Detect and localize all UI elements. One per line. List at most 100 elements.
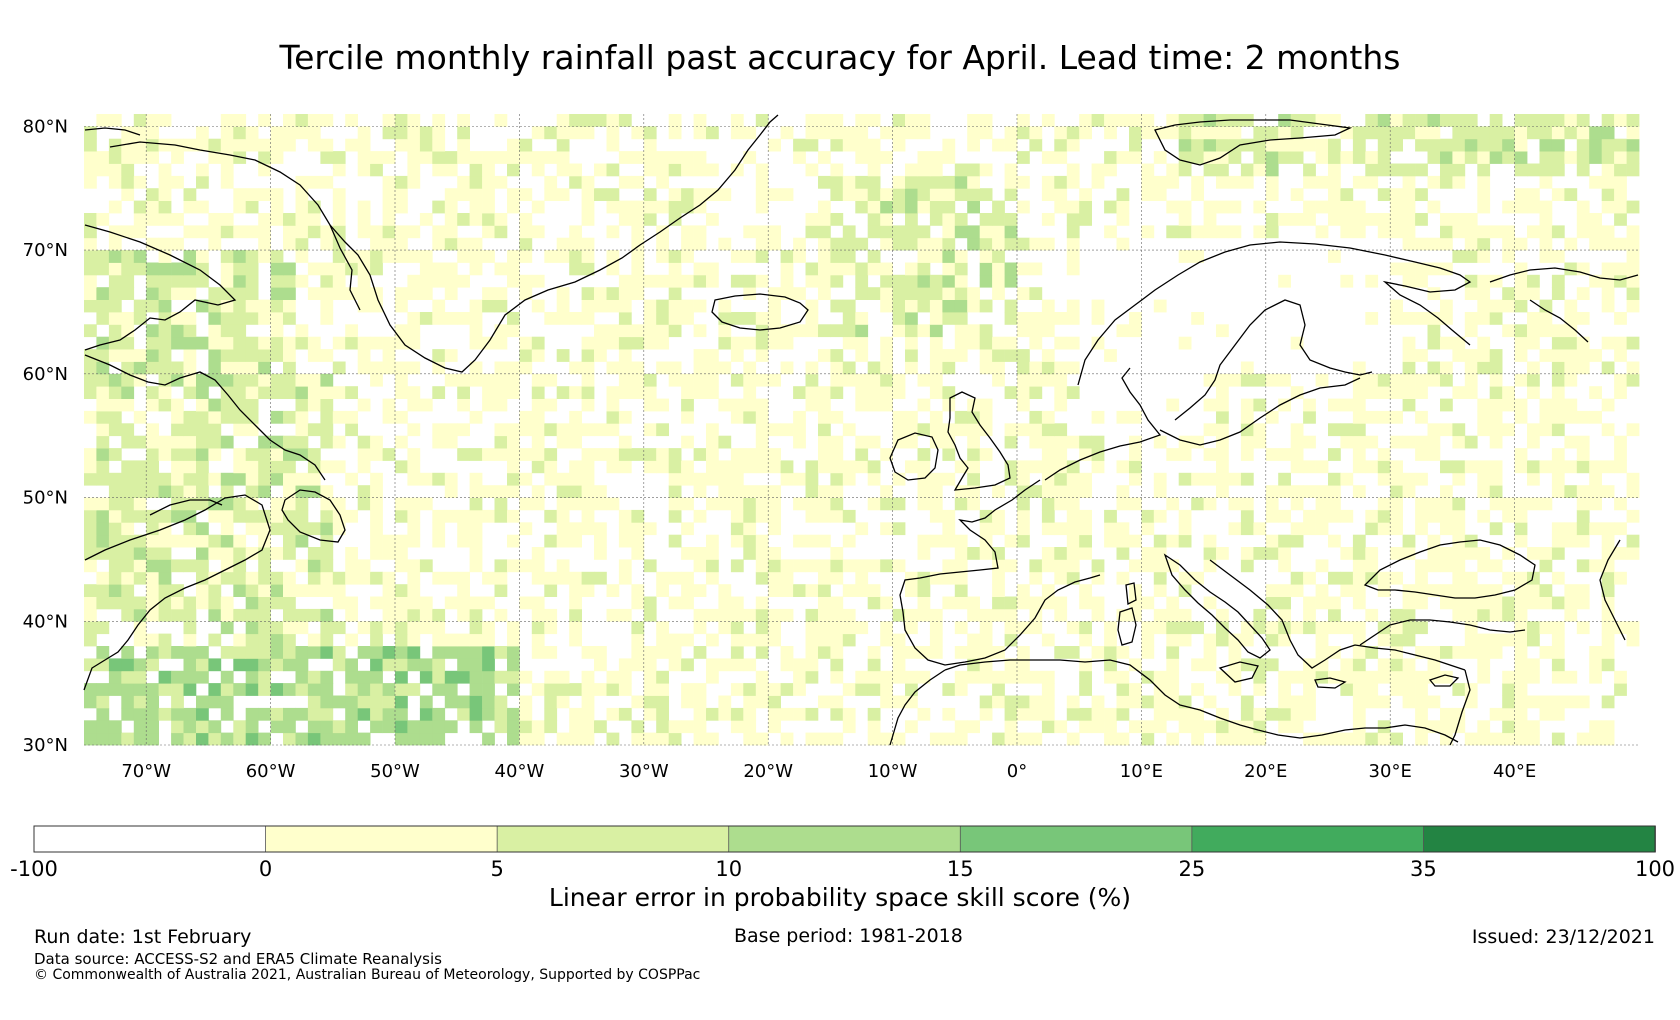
skill-cell (917, 646, 931, 659)
skill-cell (1079, 670, 1092, 684)
skill-cell (1452, 571, 1466, 585)
skill-cell (1527, 695, 1540, 709)
skill-cell (1464, 633, 1478, 647)
skill-cell (395, 621, 408, 635)
skill-cell (1029, 559, 1043, 573)
skill-cell (643, 646, 657, 659)
skill-cell (1514, 695, 1528, 709)
skill-cell (158, 646, 172, 659)
skill-cell (1576, 732, 1590, 746)
skill-cell (1191, 720, 1204, 734)
skill-cell (618, 670, 632, 684)
skill-cell (1415, 571, 1428, 585)
skill-cell (917, 571, 931, 585)
skill-cell (1004, 658, 1018, 672)
skill-cell (84, 608, 97, 622)
colorbar-segment (959, 825, 1193, 853)
skill-cell (121, 683, 135, 696)
skill-cell (892, 559, 906, 573)
skill-cell (1477, 559, 1491, 573)
skill-cell (556, 683, 570, 696)
skill-cell (1079, 707, 1092, 721)
skill-cell (1253, 608, 1267, 622)
skill-cell (133, 571, 147, 585)
skill-cell (233, 646, 247, 659)
skill-cell (1203, 596, 1217, 610)
skill-cell (457, 670, 470, 684)
skill-cell (270, 683, 284, 696)
skill-cell (283, 596, 296, 610)
skill-cell (1514, 732, 1528, 746)
skill-cell (457, 695, 470, 709)
skill-cell (1377, 695, 1391, 709)
skill-cell (892, 608, 906, 622)
skill-cell (1514, 584, 1528, 597)
skill-cell (544, 670, 558, 684)
skill-cell (1091, 695, 1105, 709)
skill-cell (631, 732, 645, 746)
skill-cell (793, 658, 806, 672)
skill-cell (407, 596, 421, 610)
skill-cell (1054, 547, 1068, 560)
skill-cell (842, 683, 856, 696)
skill-cell (1303, 683, 1316, 696)
skill-cell (1153, 621, 1167, 635)
skill-cell (395, 695, 408, 709)
skill-cell (1551, 621, 1565, 635)
skill-cell (830, 608, 844, 622)
skill-cell (681, 547, 694, 560)
skill-cell (780, 571, 794, 585)
skill-cell (1440, 707, 1453, 721)
skill-cell (1415, 596, 1428, 610)
skill-cell (1178, 707, 1192, 721)
skill-cell (1477, 732, 1491, 746)
skill-cell (395, 707, 408, 721)
skill-cell (1116, 732, 1130, 746)
skill-cell (1203, 646, 1217, 659)
skill-cell (668, 571, 682, 585)
skill-cell (96, 683, 110, 696)
skill-cell (706, 608, 719, 622)
skill-cell (992, 670, 1005, 684)
skill-cell (1029, 571, 1043, 585)
skill-cell (345, 683, 358, 696)
skill-cell (121, 670, 135, 684)
skill-cell (569, 571, 582, 585)
skill-cell (519, 670, 533, 684)
skill-cell (1091, 596, 1105, 610)
skill-cell (1477, 547, 1491, 560)
skill-cell (1041, 720, 1055, 734)
skill-cell (220, 571, 234, 585)
skill-cell (295, 559, 309, 573)
skill-cell (1551, 670, 1565, 684)
skill-cell (1104, 658, 1117, 672)
skill-cell (1352, 732, 1366, 746)
skill-cell (1290, 584, 1304, 597)
skill-cell (1315, 633, 1329, 647)
skill-cell (1440, 596, 1453, 610)
skill-cell (1514, 646, 1528, 659)
skill-cell (1614, 670, 1627, 684)
skill-cell (370, 633, 383, 647)
skill-cell (1601, 658, 1615, 672)
skill-cell (618, 658, 632, 672)
skill-cell (581, 683, 595, 696)
skill-cell (929, 608, 943, 622)
skill-cell (855, 584, 869, 597)
skill-cell (121, 608, 135, 622)
skill-cell (196, 732, 209, 746)
skill-cell (96, 732, 110, 746)
skill-cell (1066, 732, 1080, 746)
skill-cell (482, 683, 495, 696)
skill-cell (1203, 633, 1217, 647)
skill-cell (395, 646, 408, 659)
skill-cell (208, 695, 222, 709)
skill-cell (917, 707, 931, 721)
skill-cell (507, 559, 520, 573)
skill-cell (158, 559, 172, 573)
skill-cell (1440, 670, 1453, 684)
skill-cell (196, 547, 209, 560)
skill-cell (855, 621, 869, 635)
skill-cell (171, 608, 184, 622)
skill-cell (133, 732, 147, 746)
